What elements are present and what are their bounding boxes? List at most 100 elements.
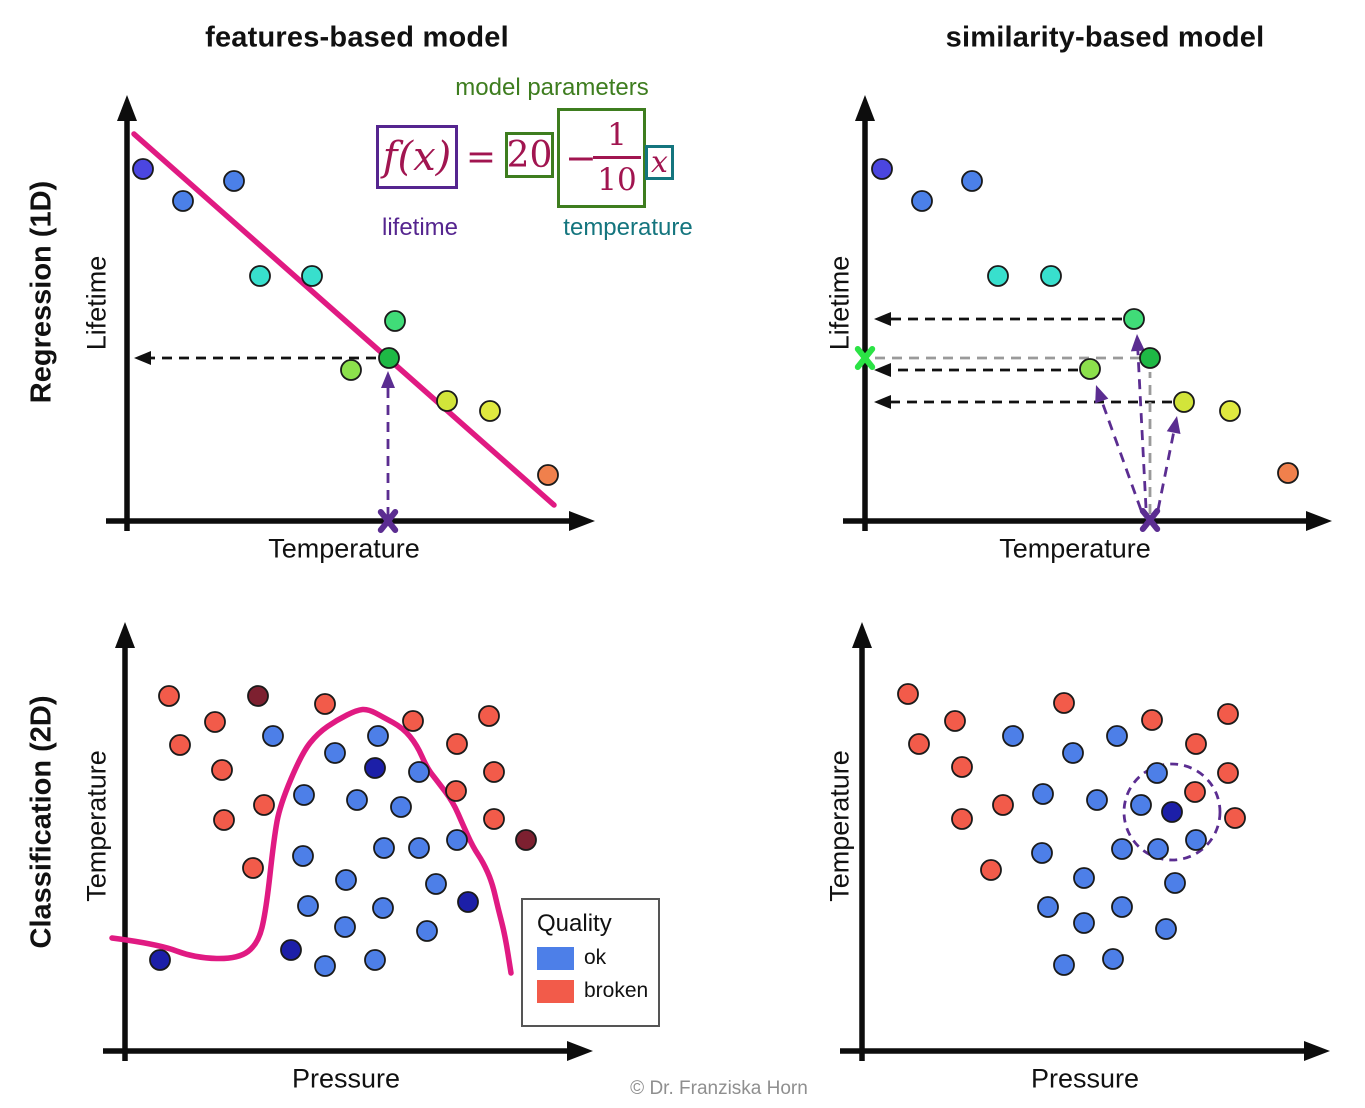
regression-similarity-data-point xyxy=(987,265,1009,287)
classification-similarity-data-point-ok xyxy=(1111,896,1133,918)
xlabel-regression-left: Temperature xyxy=(268,533,420,564)
classification-similarity-data-point-ok xyxy=(1147,838,1169,860)
regression-features-data-point xyxy=(537,464,559,486)
regression-similarity-data-point xyxy=(1123,308,1145,330)
classification-similarity-data-point-ok xyxy=(1032,783,1054,805)
classification-similarity-data-point-ok xyxy=(1062,742,1084,764)
regression-similarity-query-x-marker-0 xyxy=(1139,508,1161,532)
classification-similarity-data-point-ok xyxy=(1146,762,1168,784)
column-title-features-based: features-based model xyxy=(205,21,509,54)
ylabel-classification-right: Temperature xyxy=(824,750,855,902)
classification-features-data-point-broken-dark xyxy=(515,829,537,851)
classification-features-data-point-ok xyxy=(425,873,447,895)
regression-features-data-point xyxy=(249,265,271,287)
classification-similarity-data-point-ok xyxy=(1102,948,1124,970)
copyright-text: © Dr. Franziska Horn xyxy=(630,1078,808,1099)
classification-similarity-data-point-broken xyxy=(1217,703,1239,725)
classification-similarity-data-point-broken xyxy=(951,756,973,778)
regression-similarity-dashed-arrow-7-head xyxy=(1166,416,1181,435)
classification-features-data-point-broken xyxy=(169,734,191,756)
regression-similarity-query-x-marker-1 xyxy=(854,346,876,370)
regression-features-query-x-marker-0 xyxy=(377,509,399,533)
classification-similarity-neighborhood-circle xyxy=(1122,762,1222,862)
classification-features-data-point-ok xyxy=(446,829,468,851)
formula-label-temperature: temperature xyxy=(563,214,693,241)
classification-features-data-point-broken-dark xyxy=(247,685,269,707)
classification-features-data-point-ok-dark xyxy=(457,891,479,913)
regression-features-dashed-arrow-0-head xyxy=(134,351,151,365)
formula-fraction-denominator: 10 xyxy=(597,162,637,198)
classification-features-data-point-broken xyxy=(314,693,336,715)
classification-features-data-point-ok-dark xyxy=(280,939,302,961)
formula-x-var: x xyxy=(651,145,668,180)
classification-similarity-data-point-broken xyxy=(1184,781,1206,803)
classification-similarity-data-point-broken xyxy=(897,683,919,705)
classification-features-data-point-broken xyxy=(158,685,180,707)
classification-similarity-data-point-broken xyxy=(1141,709,1163,731)
regression-features-model-line xyxy=(131,131,557,508)
formula-fx-box: f(x) xyxy=(376,125,458,189)
regression-features-data-point xyxy=(384,310,406,332)
classification-similarity-data-point-ok xyxy=(1086,789,1108,811)
regression-similarity-dashed-arrow-7 xyxy=(1156,432,1176,511)
classification-similarity-data-point-broken xyxy=(980,859,1002,881)
classification-features-data-point-ok xyxy=(408,837,430,859)
classification-similarity-data-point-broken xyxy=(992,794,1014,816)
classification-features-x-axis-head xyxy=(567,1041,593,1061)
classification-similarity-data-point-ok xyxy=(1031,842,1053,864)
classification-features-data-point-ok-dark xyxy=(149,949,171,971)
formula-label-lifetime: lifetime xyxy=(381,214,459,241)
regression-similarity-dashed-arrow-6-head xyxy=(1095,385,1109,404)
regression-similarity-data-point xyxy=(1040,265,1062,287)
classification-features-data-point-ok xyxy=(293,784,315,806)
classification-features-data-point-ok xyxy=(292,845,314,867)
classification-features-data-point-broken xyxy=(483,761,505,783)
classification-similarity-data-point-ok xyxy=(1111,838,1133,860)
xlabel-classification-right: Pressure xyxy=(1030,1063,1140,1094)
regression-features-data-point xyxy=(378,347,400,369)
classification-similarity-data-point-broken xyxy=(1053,692,1075,714)
classification-features-data-point-ok xyxy=(314,955,336,977)
classification-similarity-y-axis-head xyxy=(852,622,872,648)
regression-features-data-point xyxy=(172,190,194,212)
classification-similarity-data-point-ok xyxy=(1106,725,1128,747)
classification-features-data-point-ok xyxy=(390,796,412,818)
formula-fraction-bar xyxy=(593,156,641,159)
ylabel-classification-left: Temperature xyxy=(81,750,112,902)
classification-features-data-point-broken xyxy=(213,809,235,831)
regression-similarity-data-point xyxy=(1219,400,1241,422)
legend-swatch-ok xyxy=(537,946,574,970)
regression-similarity-prediction-point xyxy=(1139,347,1161,369)
legend-title: Quality xyxy=(537,910,612,937)
regression-similarity-data-point xyxy=(1079,358,1101,380)
row-title-regression: Regression (1D) xyxy=(25,180,58,404)
regression-similarity-data-point xyxy=(1173,391,1195,413)
classification-similarity-data-point-ok xyxy=(1073,912,1095,934)
classification-features-data-point-ok xyxy=(346,789,368,811)
classification-features-data-point-ok xyxy=(334,916,356,938)
classification-features-data-point-ok xyxy=(367,725,389,747)
classification-similarity-data-point-ok xyxy=(1073,867,1095,889)
regression-similarity-dashed-arrow-5-head xyxy=(1130,334,1145,352)
formula-fraction-numerator: 1 xyxy=(607,117,627,153)
classification-similarity-data-point-broken xyxy=(1185,733,1207,755)
classification-similarity-data-point-ok xyxy=(1155,918,1177,940)
classification-features-data-point-broken xyxy=(483,808,505,830)
regression-similarity-y-axis-head xyxy=(855,95,875,121)
classification-similarity-data-point-broken xyxy=(908,733,930,755)
classification-similarity-data-point-ok xyxy=(1164,872,1186,894)
formula-equals: = xyxy=(465,136,497,178)
classification-similarity-data-point-ok xyxy=(1130,794,1152,816)
regression-similarity-data-point xyxy=(1277,462,1299,484)
classification-features-data-point-broken xyxy=(242,857,264,879)
regression-similarity-dashed-arrow-2-head xyxy=(874,363,891,377)
classification-features-data-point-broken xyxy=(211,759,233,781)
formula-fraction: 1 10 xyxy=(592,116,642,199)
ylabel-regression-right: Lifetime xyxy=(824,255,855,351)
formula-fx: f(x) xyxy=(382,134,452,180)
regression-features-data-point xyxy=(340,359,362,381)
ylabel-regression-left: Lifetime xyxy=(81,255,112,351)
classification-features-data-point-broken xyxy=(445,780,467,802)
classification-features-data-point-ok xyxy=(373,837,395,859)
